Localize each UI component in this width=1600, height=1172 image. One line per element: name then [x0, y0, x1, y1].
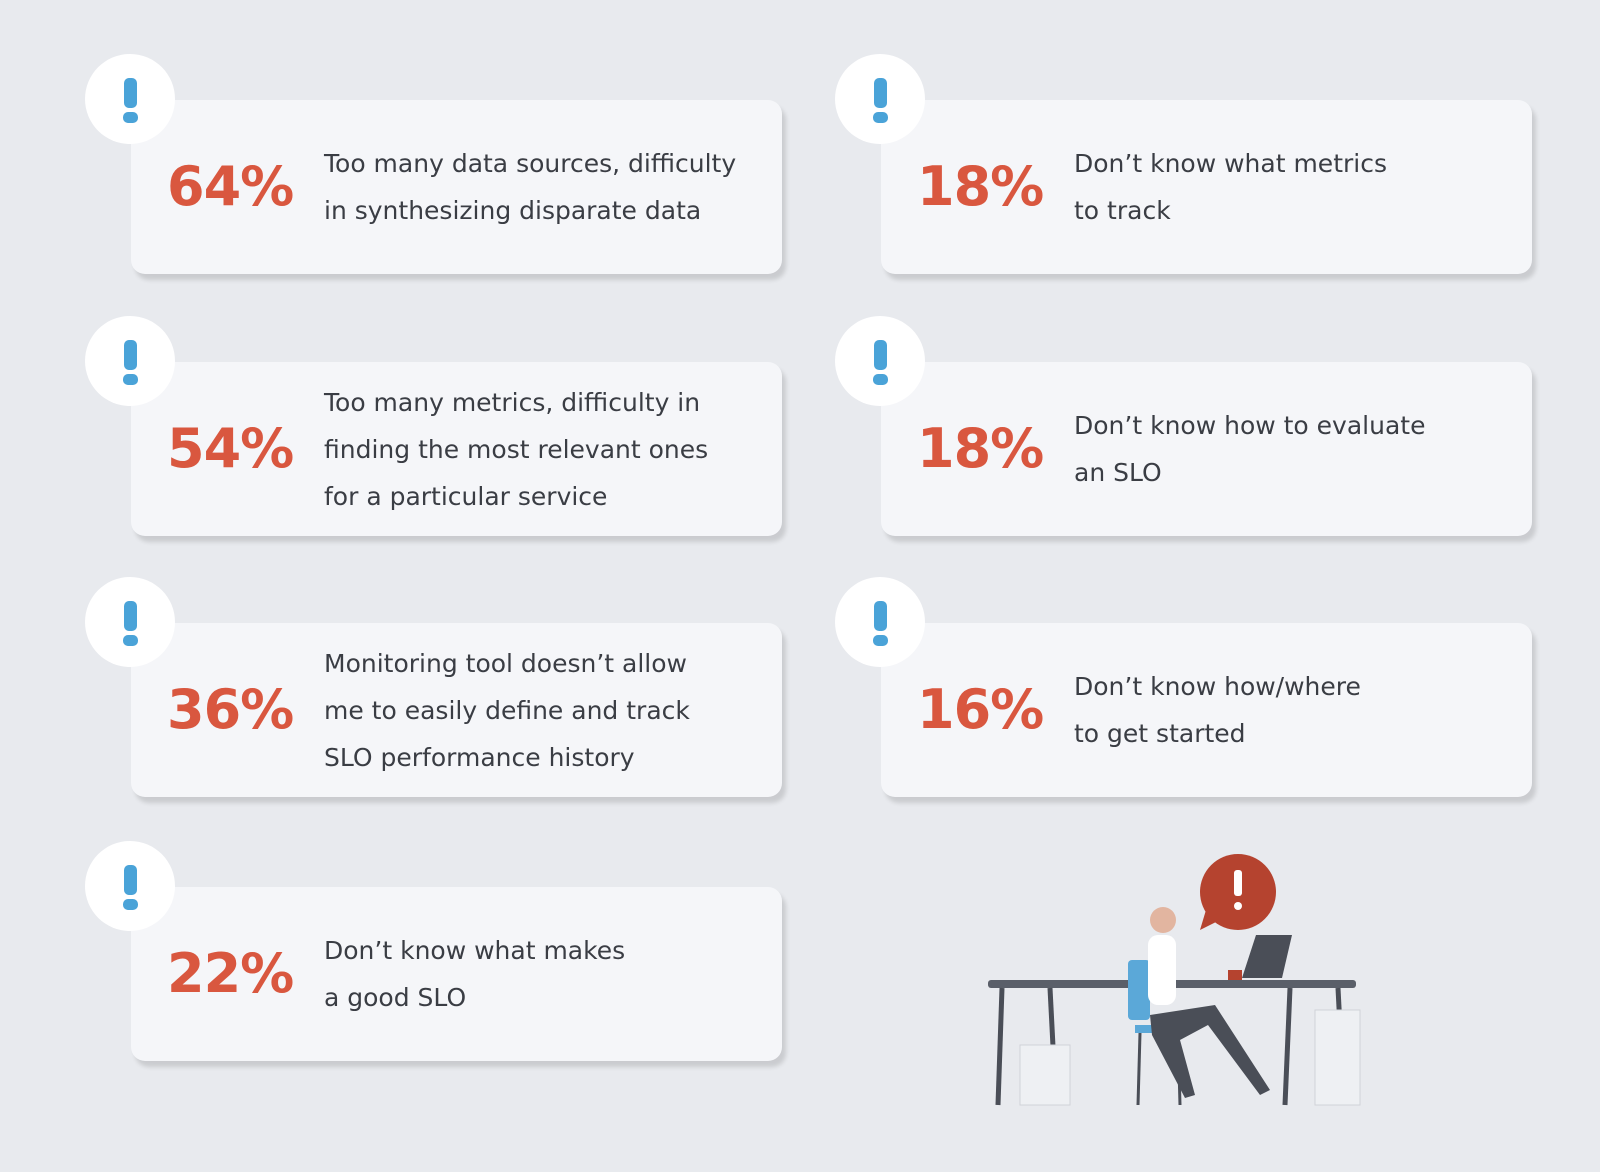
- percent: 16%: [917, 678, 1044, 741]
- illustration: [988, 854, 1361, 1106]
- icon-bar: [124, 601, 137, 631]
- alert-icon: [835, 577, 925, 667]
- card: 22% Don’t know what makes a good SLO: [131, 887, 782, 1061]
- icon-bar: [874, 78, 887, 108]
- description: Too many metrics, difficulty in finding t…: [324, 362, 708, 536]
- description-line: Too many metrics, difficulty in: [324, 387, 701, 417]
- alert-icon: [835, 316, 925, 406]
- description-line: a good SLO: [324, 983, 467, 1012]
- description-line: in synthesizing disparate data: [324, 196, 702, 225]
- head: [1150, 907, 1176, 933]
- alert-icon: [85, 316, 175, 406]
- description-line: me to easily define and track: [324, 695, 690, 725]
- description-line: Don’t know what metrics: [1074, 149, 1387, 178]
- card: 64% Too many data sources, difficulty in s…: [131, 100, 782, 274]
- percent: 18%: [917, 417, 1044, 480]
- description-line: Too many data sources, difficulty: [324, 149, 737, 178]
- torso: [1148, 935, 1176, 1005]
- alert-icon: [835, 54, 925, 144]
- mug: [1228, 970, 1242, 980]
- icon-bar: [874, 601, 887, 631]
- chair-back: [1128, 960, 1150, 1020]
- card: 18% Don’t know how to evaluate an SLO: [881, 362, 1532, 536]
- laptop: [1242, 935, 1292, 978]
- description-line: an SLO: [1074, 458, 1162, 487]
- icon-dot: [123, 112, 138, 123]
- alert-dot: [1234, 902, 1242, 910]
- percent: 22%: [167, 942, 294, 1005]
- bubble-tail: [1200, 910, 1220, 930]
- icon-dot: [123, 374, 138, 385]
- description-line: to get started: [1074, 719, 1246, 748]
- alert-icon: [85, 841, 175, 931]
- alert-bar: [1234, 870, 1242, 896]
- icon-dot: [873, 112, 888, 123]
- description-line: Don’t know how to evaluate: [1074, 411, 1426, 440]
- description: Don’t know how/where to get started: [1074, 623, 1361, 797]
- percent: 54%: [167, 417, 294, 480]
- description: Too many data sources, difficulty in synt…: [324, 100, 736, 274]
- paper-stack: [1314, 1009, 1361, 1106]
- icon-dot: [873, 635, 888, 646]
- alert-icon: [85, 577, 175, 667]
- icon-bar: [874, 340, 887, 370]
- icon-dot: [123, 635, 138, 646]
- icon-dot: [873, 374, 888, 385]
- card: 54% Too many metrics, difficulty in findin…: [131, 362, 782, 536]
- icon-bar: [124, 340, 137, 370]
- card: 18% Don’t know what metrics to track: [881, 100, 1532, 274]
- description-line: SLO performance history: [324, 742, 635, 772]
- description-line: Don’t know what makes: [324, 936, 626, 965]
- description: Don’t know how to evaluate an SLO: [1074, 362, 1425, 536]
- description-line: Don’t know how/where: [1074, 672, 1361, 701]
- percent: 18%: [917, 155, 1044, 218]
- desk-leg: [995, 987, 1005, 1106]
- description-line: Monitoring tool doesn’t allow: [324, 648, 687, 678]
- card: 16% Don’t know how/where to get started: [881, 623, 1532, 797]
- legs: [1150, 1005, 1270, 1098]
- percent: 64%: [167, 155, 294, 218]
- icon-bar: [124, 78, 137, 108]
- desk-leg: [1282, 987, 1293, 1106]
- icon-bar: [124, 865, 137, 895]
- description-line: for a particular service: [324, 481, 608, 511]
- description-line: to track: [1074, 196, 1171, 225]
- card: 36% Monitoring tool doesn’t allow me to ea…: [131, 623, 782, 797]
- description: Don’t know what makes a good SLO: [324, 887, 625, 1061]
- percent: 36%: [167, 678, 294, 741]
- description: Don’t know what metrics to track: [1074, 100, 1387, 274]
- description: Monitoring tool doesn’t allow me to easil…: [324, 623, 690, 797]
- chair-leg: [1136, 1032, 1142, 1106]
- paper-stack: [1019, 1044, 1071, 1106]
- description-line: finding the most relevant ones: [324, 434, 709, 464]
- icon-dot: [123, 899, 138, 910]
- alert-icon: [85, 54, 175, 144]
